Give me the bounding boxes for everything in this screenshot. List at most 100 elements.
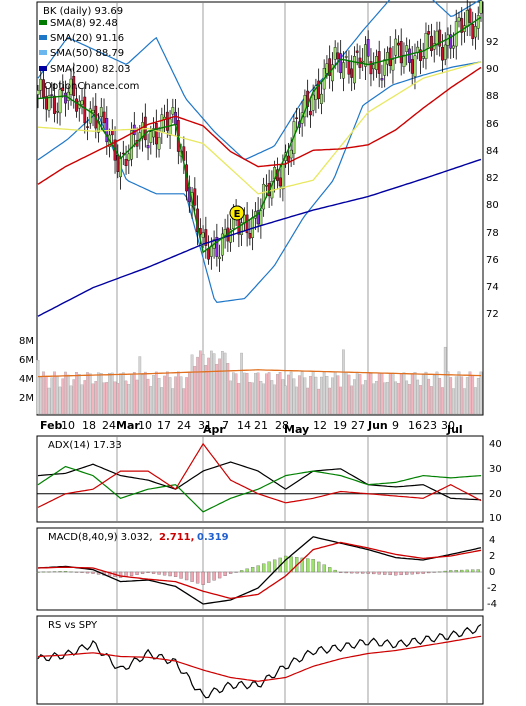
event-marker-circle bbox=[229, 205, 245, 221]
volume-bar bbox=[146, 378, 150, 415]
price-panel-frame bbox=[36, 1, 484, 416]
volume-bar bbox=[58, 386, 62, 415]
volume-bar bbox=[143, 371, 147, 415]
candle-body bbox=[53, 95, 56, 114]
candle-body bbox=[207, 248, 210, 260]
volume-bar bbox=[435, 371, 439, 415]
x-axis: Feb 10 18 24 Mar 10 17 24 31 Apr 7 14 21… bbox=[40, 419, 463, 436]
volume-bar bbox=[369, 373, 373, 415]
volume-bar bbox=[248, 382, 252, 415]
macd-histogram-bar bbox=[432, 571, 436, 573]
macd-histogram-bar bbox=[283, 555, 288, 573]
candle-body bbox=[174, 111, 177, 126]
legend-swatch-sma50 bbox=[39, 50, 47, 55]
volume-bar bbox=[83, 380, 87, 415]
macd-histogram-bar bbox=[239, 570, 244, 573]
volume-bar bbox=[97, 372, 100, 415]
volume-bar bbox=[94, 381, 98, 415]
rs-line-rs bbox=[37, 624, 482, 699]
candle-body bbox=[342, 62, 345, 79]
macd-histogram-bar bbox=[91, 571, 95, 574]
bollinger-lower-line bbox=[37, 61, 482, 304]
volume-bar bbox=[176, 371, 180, 415]
candle-body bbox=[201, 232, 205, 238]
candle-body bbox=[344, 56, 348, 58]
adx-line-adx bbox=[37, 461, 482, 501]
volume-bar bbox=[182, 388, 186, 415]
candle-body bbox=[361, 60, 365, 63]
candle-body bbox=[248, 233, 252, 239]
macd-histogram-bar bbox=[85, 571, 90, 574]
volume-bar bbox=[416, 379, 420, 415]
macd-histogram-bar bbox=[146, 571, 150, 573]
volume-bar bbox=[421, 374, 425, 415]
candle-body bbox=[383, 59, 387, 76]
macd-histogram-bar bbox=[118, 571, 123, 578]
x-tick-label: May bbox=[284, 423, 309, 436]
legend-label-sma50: SMA(50) 88.79 bbox=[50, 48, 124, 59]
candle-body bbox=[311, 94, 315, 111]
volume-bar bbox=[157, 378, 161, 415]
x-tick-label: 24 bbox=[177, 419, 191, 432]
candle-body bbox=[317, 80, 321, 99]
volume-bar bbox=[267, 372, 271, 415]
volume-bar bbox=[265, 373, 268, 415]
x-tick-label: 10 bbox=[138, 419, 152, 432]
volume-bar bbox=[66, 374, 70, 415]
macd-histogram-bar bbox=[438, 571, 442, 573]
volume-bar bbox=[190, 354, 194, 415]
volume-bar bbox=[72, 379, 76, 415]
volume-bar bbox=[284, 385, 287, 415]
candle-body bbox=[264, 185, 268, 187]
candle-body bbox=[402, 55, 406, 67]
macd-histogram-bar bbox=[333, 569, 337, 573]
volume-bar bbox=[44, 376, 48, 415]
x-tick-label: 27 bbox=[351, 419, 365, 432]
macd-tick-label: -2 bbox=[487, 583, 497, 594]
macd-histogram-bar bbox=[195, 571, 200, 584]
volume-bar bbox=[42, 371, 45, 415]
macd-histogram-bar bbox=[405, 571, 409, 575]
candle-body bbox=[443, 44, 447, 60]
price-tick-label: 84 bbox=[486, 146, 499, 157]
macd-histogram-bar bbox=[228, 571, 233, 574]
candle-body bbox=[471, 23, 475, 40]
volume-bar bbox=[355, 372, 359, 415]
x-tick-label: Jun bbox=[367, 419, 388, 432]
candle-body bbox=[430, 35, 433, 51]
volume-bar bbox=[289, 371, 293, 415]
macd-histogram-bar bbox=[306, 558, 310, 573]
volume-bar bbox=[364, 380, 367, 415]
adx-line-di bbox=[37, 442, 482, 508]
macd-histogram-bar bbox=[250, 567, 255, 573]
volume-bar bbox=[80, 384, 84, 415]
macd-histogram-bar bbox=[190, 571, 194, 582]
volume-bar bbox=[251, 382, 254, 415]
volume-bar bbox=[309, 376, 312, 415]
candle-body bbox=[386, 52, 389, 65]
volume-bar bbox=[479, 371, 483, 415]
macd-histogram-bar bbox=[339, 571, 343, 573]
candle-body bbox=[347, 61, 351, 75]
volume-bar bbox=[410, 373, 414, 415]
candle-body bbox=[88, 108, 92, 124]
candle-body bbox=[72, 76, 76, 97]
macd-histogram-bar bbox=[311, 559, 315, 573]
candle-body bbox=[286, 155, 290, 162]
candle-body bbox=[441, 46, 444, 61]
candle-body bbox=[474, 26, 477, 38]
volume-bar bbox=[298, 375, 301, 415]
macd-histogram-bar bbox=[410, 571, 414, 575]
volume-bar bbox=[88, 373, 92, 415]
price-tick-label: 86 bbox=[486, 119, 499, 130]
volume-bar bbox=[438, 378, 442, 415]
macd-histogram-bar bbox=[372, 571, 376, 575]
volume-bar bbox=[229, 380, 232, 415]
adx-tick-label: 40 bbox=[489, 439, 502, 450]
volume-bar bbox=[254, 373, 257, 415]
macd-histogram-bar bbox=[151, 571, 156, 574]
volume-bar bbox=[262, 383, 265, 415]
macd-histogram-bar bbox=[383, 571, 387, 575]
volume-bar bbox=[317, 388, 321, 415]
